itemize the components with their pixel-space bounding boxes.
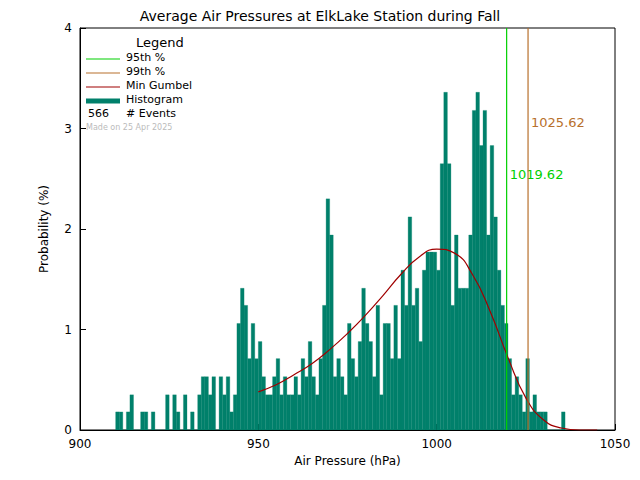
svg-text:4: 4 [64,21,72,35]
svg-text:900: 900 [69,437,92,451]
svg-text:0: 0 [64,423,72,437]
svg-text:1019.62: 1019.62 [510,167,564,182]
svg-text:# Events: # Events [126,107,176,120]
svg-text:Legend: Legend [136,35,184,50]
svg-text:Probability (%): Probability (%) [37,185,51,273]
svg-text:Made on 25 Apr 2025: Made on 25 Apr 2025 [86,123,172,132]
svg-text:Air Pressure (hPa): Air Pressure (hPa) [294,454,400,468]
svg-text:1050: 1050 [600,437,631,451]
svg-text:566: 566 [88,107,109,120]
svg-text:2: 2 [64,222,72,236]
svg-text:Min Gumbel: Min Gumbel [126,79,192,92]
svg-text:950: 950 [247,437,270,451]
svg-text:99th %: 99th % [126,65,165,78]
svg-text:1: 1 [64,323,72,337]
svg-text:3: 3 [64,122,72,136]
svg-text:1025.62: 1025.62 [531,115,585,130]
svg-text:Histogram: Histogram [126,93,183,106]
svg-text:95th %: 95th % [126,51,165,64]
svg-text:1000: 1000 [421,437,452,451]
svg-text:Average Air Pressures at ElkLa: Average Air Pressures at ElkLake Station… [140,8,501,24]
